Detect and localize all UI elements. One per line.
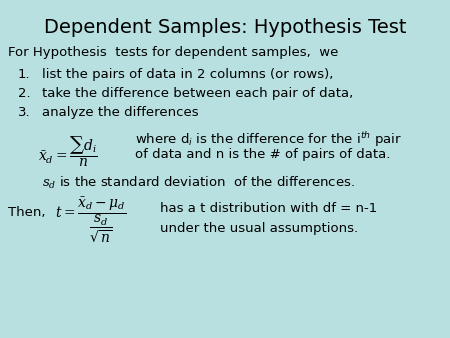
Text: For Hypothesis  tests for dependent samples,  we: For Hypothesis tests for dependent sampl… bbox=[8, 46, 338, 59]
Text: 1.: 1. bbox=[18, 68, 31, 81]
Text: take the difference between each pair of data,: take the difference between each pair of… bbox=[42, 87, 353, 100]
Text: list the pairs of data in 2 columns (or rows),: list the pairs of data in 2 columns (or … bbox=[42, 68, 333, 81]
Text: under the usual assumptions.: under the usual assumptions. bbox=[160, 222, 358, 235]
Text: analyze the differences: analyze the differences bbox=[42, 106, 198, 119]
Text: 3.: 3. bbox=[18, 106, 31, 119]
Text: $s_d$ is the standard deviation  of the differences.: $s_d$ is the standard deviation of the d… bbox=[42, 175, 355, 191]
Text: has a t distribution with df = n-1: has a t distribution with df = n-1 bbox=[160, 202, 377, 215]
Text: 2.: 2. bbox=[18, 87, 31, 100]
Text: where d$_i$ is the difference for the i$^{th}$ pair: where d$_i$ is the difference for the i$… bbox=[135, 130, 402, 149]
Text: Dependent Samples: Hypothesis Test: Dependent Samples: Hypothesis Test bbox=[44, 18, 406, 37]
Text: Then,: Then, bbox=[8, 206, 45, 219]
Text: of data and n is the # of pairs of data.: of data and n is the # of pairs of data. bbox=[135, 148, 391, 161]
Text: $\bar{x}_d = \dfrac{\sum d_i}{n}$: $\bar{x}_d = \dfrac{\sum d_i}{n}$ bbox=[38, 135, 98, 169]
Text: $t = \dfrac{\bar{x}_d - \mu_d}{\dfrac{s_d}{\sqrt{n}}}$: $t = \dfrac{\bar{x}_d - \mu_d}{\dfrac{s_… bbox=[55, 196, 126, 245]
